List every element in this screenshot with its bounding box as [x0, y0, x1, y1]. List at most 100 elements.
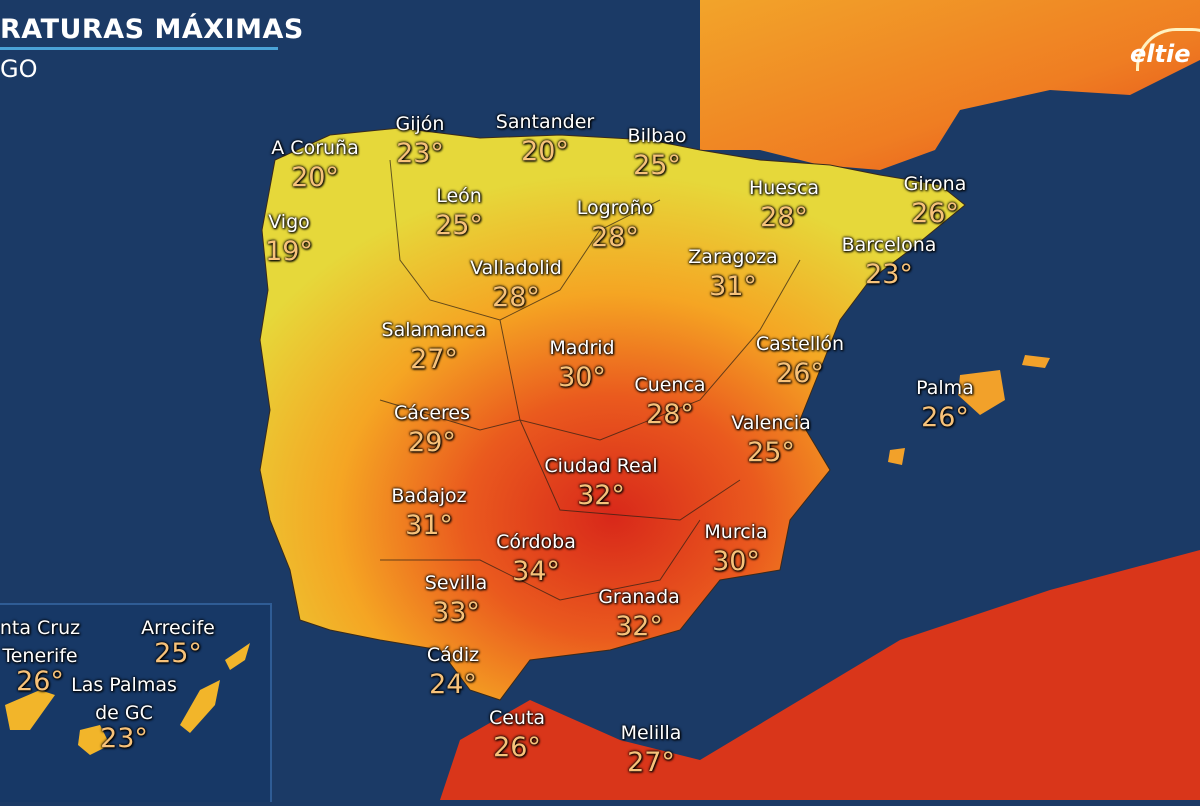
city-name: Valladolid	[470, 257, 562, 279]
city-name: León	[436, 185, 482, 207]
city-name: Murcia	[704, 521, 768, 543]
city-label-granada: Granada 32°	[598, 586, 680, 642]
city-label-madrid: Madrid 30°	[549, 337, 614, 393]
city-label-ciudad-real: Ciudad Real 32°	[544, 455, 657, 511]
city-label-bilbao: Bilbao 25°	[628, 125, 687, 181]
city-name: Bilbao	[627, 125, 687, 147]
city-temp: 28°	[646, 399, 694, 430]
iberia-landmass	[259, 127, 966, 701]
city-label-caceres: Cáceres 29°	[394, 402, 470, 458]
city-name: Badajoz	[391, 485, 467, 507]
city-name: Salamanca	[381, 319, 487, 341]
city-name: Sevilla	[424, 572, 488, 594]
city-label-las-palmas: Las Palmas de GC 23°	[71, 674, 177, 754]
city-label-valladolid: Valladolid 28°	[470, 257, 562, 313]
france-landmass	[700, 0, 1200, 170]
city-label-cordoba: Córdoba 34°	[496, 531, 576, 587]
city-temp: 28°	[591, 222, 639, 253]
province-borders	[379, 159, 801, 601]
canary-islands-inset: nta Cruz Tenerife 26° Arrecife 25° Las P…	[0, 603, 272, 802]
africa-landmass	[440, 550, 1200, 800]
city-temp: 20°	[291, 162, 339, 193]
city-name: Córdoba	[496, 531, 576, 553]
city-label-barcelona: Barcelona 23°	[842, 234, 937, 290]
city-temp: 31°	[405, 510, 453, 541]
city-name: Palma	[916, 377, 974, 399]
city-label-zaragoza: Zaragoza 31°	[688, 246, 777, 302]
city-temp: 26°	[493, 732, 541, 763]
city-label-a-coruna: A Coruña 20°	[271, 137, 358, 193]
city-label-castellon: Castellón 26°	[756, 333, 844, 389]
city-label-salamanca: Salamanca 27°	[382, 319, 487, 375]
city-label-sevilla: Sevilla 33°	[425, 572, 487, 628]
canary-islands-map	[5, 643, 250, 755]
city-name: Granada	[598, 586, 680, 608]
city-temp: 32°	[615, 611, 663, 642]
city-label-cuenca: Cuenca 28°	[634, 374, 705, 430]
city-name: Valencia	[731, 412, 811, 434]
city-name: A Coruña	[271, 137, 359, 159]
city-temp: 19°	[265, 236, 313, 267]
city-temp: 25°	[435, 210, 483, 241]
city-temp: 30°	[712, 546, 760, 577]
city-temp: 20°	[521, 136, 569, 167]
city-temp: 25°	[747, 437, 795, 468]
city-name: Santander	[495, 111, 595, 133]
city-label-valencia: Valencia 25°	[731, 412, 811, 468]
city-name: Zaragoza	[688, 246, 778, 268]
title-underline	[0, 47, 278, 50]
city-label-murcia: Murcia 30°	[704, 521, 767, 577]
city-temp: 33°	[432, 597, 480, 628]
city-temp: 31°	[709, 271, 757, 302]
city-label-gijon: Gijón 23°	[396, 113, 445, 169]
city-temp: 34°	[512, 556, 560, 587]
city-temp: 25°	[633, 150, 681, 181]
city-label-girona: Girona 26°	[904, 173, 967, 229]
city-name: Vigo	[268, 211, 310, 233]
city-label-badajoz: Badajoz 31°	[391, 485, 466, 541]
city-label-huesca: Huesca 28°	[749, 177, 819, 233]
brand-logo: eltie	[1130, 40, 1191, 68]
city-label-palma: Palma 26°	[916, 377, 974, 433]
city-label-santander: Santander 20°	[496, 111, 594, 167]
city-temp: 32°	[577, 480, 625, 511]
city-temp: 24°	[429, 669, 477, 700]
city-name: Cádiz	[426, 644, 480, 666]
city-temp: 27°	[410, 344, 458, 375]
city-name: Girona	[903, 173, 967, 195]
city-label-arrecife: Arrecife 25°	[141, 617, 215, 669]
city-name: Cuenca	[634, 374, 706, 396]
city-name: Ceuta	[488, 707, 546, 729]
ibiza	[888, 448, 905, 465]
city-name: Gijón	[395, 113, 445, 135]
city-label-logrono: Logroño 28°	[577, 197, 654, 253]
city-temp: 23°	[396, 138, 444, 169]
mallorca	[958, 370, 1005, 415]
city-temp: 23°	[865, 259, 913, 290]
city-label-leon: León 25°	[435, 185, 483, 241]
city-name: Madrid	[549, 337, 615, 359]
city-name: Barcelona	[841, 234, 937, 256]
city-temp: 30°	[558, 362, 606, 393]
city-temp: 26°	[921, 402, 969, 433]
city-label-melilla: Melilla 27°	[621, 722, 682, 778]
map-title: RATURAS MÁXIMAS	[0, 14, 304, 45]
menorca	[1022, 355, 1050, 368]
city-label-santa-cruz: nta Cruz Tenerife 26°	[0, 617, 81, 697]
city-temp: 26°	[776, 358, 824, 389]
city-temp: 29°	[408, 427, 456, 458]
city-label-ceuta: Ceuta 26°	[489, 707, 545, 763]
city-name: Huesca	[748, 177, 820, 199]
city-name: Cáceres	[393, 402, 471, 424]
city-name: Logroño	[576, 197, 654, 219]
city-temp: 27°	[627, 747, 675, 778]
city-temp: 28°	[760, 202, 808, 233]
map-subtitle: GO	[0, 55, 38, 83]
city-name: Castellón	[755, 333, 845, 355]
city-temp: 26°	[911, 198, 959, 229]
city-temp: 28°	[492, 282, 540, 313]
city-name: Ciudad Real	[544, 455, 658, 477]
city-name: Melilla	[620, 722, 682, 744]
city-label-cadiz: Cádiz 24°	[427, 644, 479, 700]
